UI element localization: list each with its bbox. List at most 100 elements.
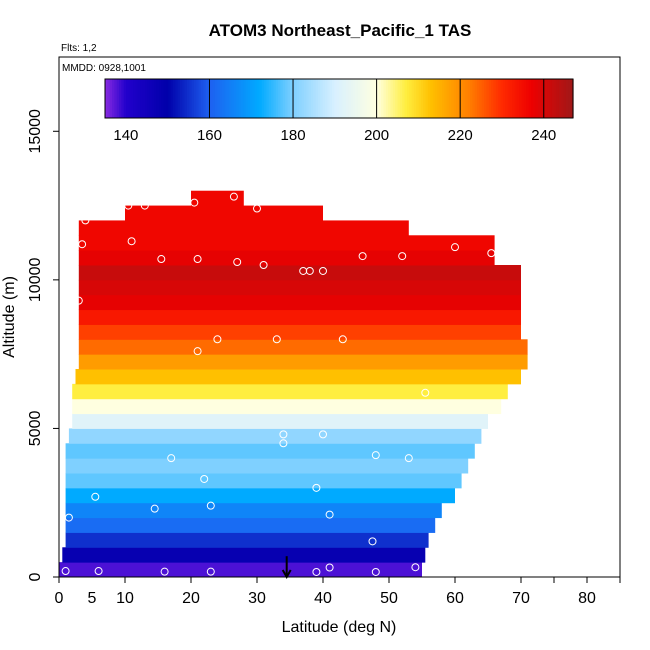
- observation-point: [74, 296, 83, 305]
- colorbar-segment: [198, 79, 202, 118]
- colorbar-segment: [107, 79, 111, 118]
- colorbar-segment: [130, 79, 134, 118]
- observation-point: [312, 483, 321, 492]
- colorbar-segment: [357, 79, 361, 118]
- colorbar-segment: [142, 79, 146, 118]
- colorbar-segment: [179, 79, 183, 118]
- colorbar-segment: [418, 79, 422, 118]
- colorbar-segment: [245, 79, 249, 118]
- colorbar-segment: [551, 79, 555, 118]
- heatmap-band-15: [78, 339, 528, 355]
- colorbar-segment: [301, 79, 305, 118]
- observation-point: [358, 252, 367, 261]
- colorbar-segment: [568, 79, 572, 118]
- observation-point: [338, 335, 347, 344]
- observation-point: [160, 567, 169, 576]
- colorbar-segment: [346, 79, 349, 118]
- observation-point: [193, 255, 202, 264]
- y-tick-label: 5000: [27, 411, 44, 447]
- colorbar-segment: [186, 79, 190, 118]
- colorbar-segment: [516, 79, 520, 118]
- heatmap-band-18: [78, 294, 522, 311]
- colorbar-segment: [544, 79, 548, 118]
- heatmap-band-25: [191, 190, 244, 207]
- colorbar-segment: [158, 79, 162, 118]
- colorbar-segment: [397, 79, 401, 118]
- colorbar-segment: [446, 79, 450, 118]
- colorbar-segment: [229, 79, 232, 118]
- colorbar-segment: [343, 79, 347, 118]
- colorbar-segment: [416, 79, 420, 118]
- observation-point: [200, 474, 209, 483]
- colorbar-segment: [154, 79, 158, 118]
- colorbar-segment: [441, 79, 445, 118]
- colorbar-segment: [530, 79, 534, 118]
- colorbar-tick-label: 240: [531, 127, 556, 144]
- colorbar-segment: [114, 79, 118, 118]
- colorbar-segment: [420, 79, 424, 118]
- colorbar-segment: [231, 79, 235, 118]
- colorbar-segment: [161, 79, 165, 118]
- observation-point: [487, 249, 496, 258]
- x-tick-label: 10: [116, 590, 134, 607]
- x-tick-label: 60: [446, 590, 464, 607]
- colorbar-segment: [336, 79, 340, 118]
- heatmap-band-13: [75, 369, 521, 385]
- colorbar-segment: [163, 79, 167, 118]
- heatmap-band-6: [65, 473, 462, 489]
- colorbar-segment: [294, 79, 298, 118]
- colorbar-segment: [477, 79, 480, 118]
- observation-point: [319, 266, 327, 275]
- x-tick-label: 30: [248, 590, 266, 607]
- colorbar-segment: [474, 79, 478, 118]
- colorbar-segment: [537, 79, 541, 118]
- observation-point: [325, 563, 334, 572]
- chart-title: ATOM3 Northeast_Pacific_1 TAS: [209, 21, 472, 40]
- colorbar-segment: [554, 79, 558, 118]
- observation-point: [253, 204, 261, 213]
- colorbar-segment: [509, 79, 513, 118]
- colorbar-segment: [133, 79, 137, 118]
- colorbar-segment: [430, 79, 434, 118]
- colorbar-segment: [486, 79, 490, 118]
- colorbar-segment: [402, 79, 406, 118]
- flights-note: Flts: 1,2: [61, 43, 97, 54]
- colorbar-segment: [556, 79, 560, 118]
- colorbar: 140 160 180 200 220 240: [104, 78, 574, 144]
- colorbar-segment: [327, 79, 331, 118]
- colorbar-segment: [193, 79, 197, 118]
- observation-point: [206, 567, 215, 576]
- colorbar-segment: [214, 79, 218, 118]
- colorbar-segment: [523, 79, 527, 118]
- observation-point: [404, 454, 413, 463]
- colorbar-segment: [271, 79, 275, 118]
- x-tick-label: 0: [55, 590, 64, 607]
- heatmap-band-16: [78, 324, 522, 340]
- colorbar-segment: [203, 79, 207, 118]
- observation-point: [233, 258, 242, 267]
- colorbar-segment: [116, 79, 120, 118]
- colorbar-segment: [360, 79, 363, 118]
- colorbar-segment: [254, 79, 258, 118]
- observation-point: [150, 504, 159, 513]
- colorbar-segment: [287, 79, 291, 118]
- colorbar-segment: [261, 79, 265, 118]
- colorbar-segment: [451, 79, 455, 118]
- heatmap-band-2: [65, 532, 429, 548]
- colorbar-segment: [292, 79, 296, 118]
- colorbar-segment: [491, 79, 495, 118]
- heatmap-band-24: [125, 205, 323, 221]
- heatmap-band-23: [78, 220, 409, 236]
- y-axis-label: Altitude (m): [1, 276, 18, 358]
- colorbar-segment: [467, 79, 471, 118]
- colorbar-segment: [282, 79, 286, 118]
- colorbar-segment: [519, 79, 523, 118]
- observation-point: [371, 567, 380, 576]
- x-tick-label: 5: [88, 590, 97, 607]
- colorbar-segment: [308, 79, 312, 118]
- colorbar-segment: [105, 79, 108, 118]
- x-tick-label: 20: [182, 590, 200, 607]
- colorbar-segment: [465, 79, 469, 118]
- colorbar-segment: [322, 79, 326, 118]
- heatmap-band-11: [72, 398, 502, 415]
